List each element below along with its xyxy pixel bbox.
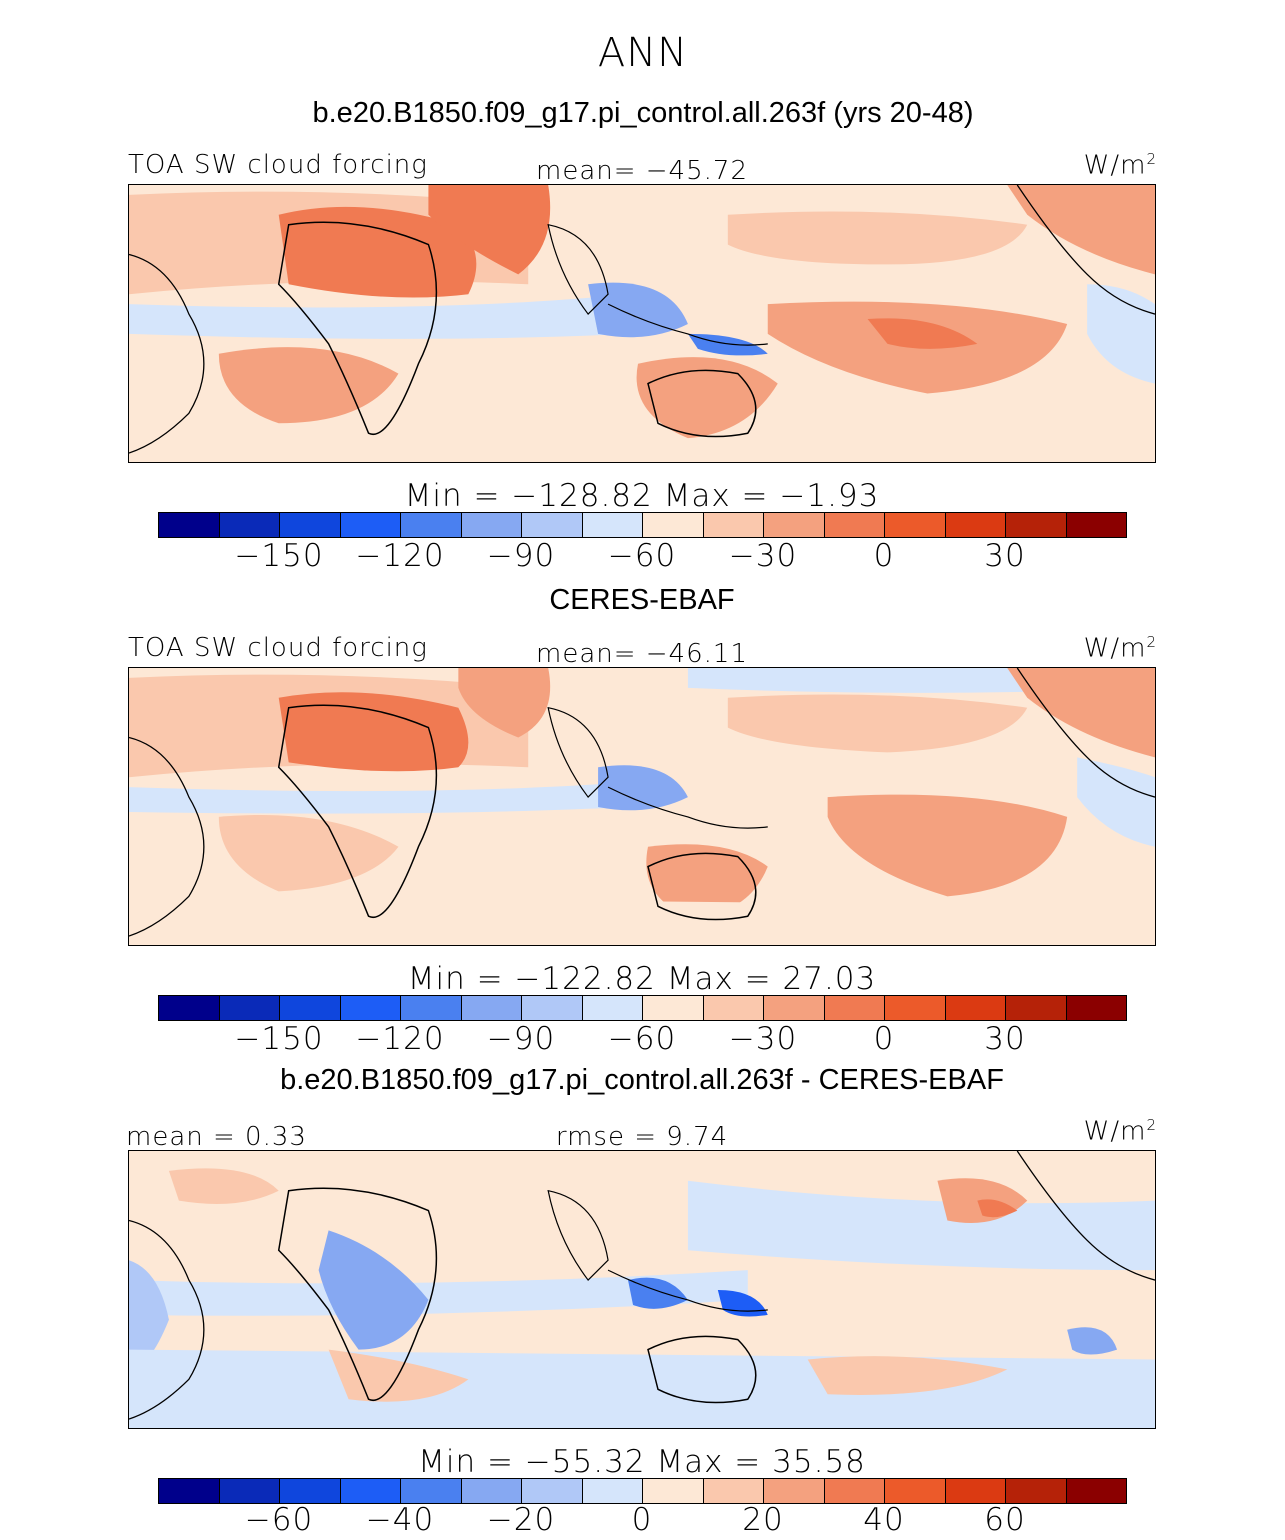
colorbar-cell — [461, 1479, 522, 1503]
colorbar-cell — [885, 1479, 946, 1503]
colorbar-cell — [280, 513, 341, 537]
colorbar-cell — [824, 996, 885, 1020]
colorbar-cell — [1066, 1479, 1126, 1503]
panel-diff-units: W/m2 — [1083, 1116, 1157, 1147]
colorbar-cell — [340, 996, 401, 1020]
colorbar-cell — [703, 513, 764, 537]
colorbar-tick-label: 30 — [984, 1021, 1026, 1057]
colorbar-cell — [643, 996, 704, 1020]
colorbar-cell — [582, 513, 643, 537]
colorbar-tick-label: −120 — [355, 1021, 445, 1057]
panel-obs-heading: CERES-EBAF — [549, 584, 735, 616]
colorbar-cell — [340, 1479, 401, 1503]
panel-diff-mean-label: mean = 0.33 — [126, 1122, 307, 1152]
colorbar-cell — [522, 513, 583, 537]
panel-diff-rmse-label: rmse = 9.74 — [555, 1122, 729, 1152]
colorbar-tick-label: 30 — [984, 538, 1026, 574]
panel-model-units: W/m2 — [1083, 150, 1157, 181]
colorbar-tick-label: −30 — [728, 538, 798, 574]
colorbar-tick-label: −90 — [486, 538, 556, 574]
colorbar-tick-label: −150 — [234, 1021, 324, 1057]
colorbar-cell — [643, 1479, 704, 1503]
colorbar-cell — [1066, 996, 1126, 1020]
colorbar-tick-label: −40 — [365, 1502, 435, 1538]
colorbar-cell — [945, 1479, 1006, 1503]
panel-obs-left-label: TOA SW cloud forcing — [128, 633, 428, 663]
colorbar-tick-label: −150 — [234, 538, 324, 574]
colorbar-cell — [945, 996, 1006, 1020]
colorbar-tick-label: −20 — [486, 1502, 556, 1538]
colorbar-cell — [401, 1479, 462, 1503]
colorbar-cell — [461, 513, 522, 537]
panel-model-minmax: Min = −128.82 Max = −1.93 — [404, 478, 880, 514]
colorbar-cell — [340, 513, 401, 537]
colorbar-cell — [461, 996, 522, 1020]
colorbar-tick-label: 60 — [984, 1502, 1026, 1538]
panel-diff-minmax: Min = −55.32 Max = 35.58 — [418, 1444, 866, 1480]
colorbar-cell — [1066, 513, 1126, 537]
panel-diff-map — [128, 1150, 1156, 1429]
colorbar-tick-label: −60 — [607, 538, 677, 574]
colorbar-cell — [764, 513, 825, 537]
colorbar-cell — [582, 996, 643, 1020]
panel-obs-units: W/m2 — [1083, 633, 1157, 664]
colorbar-cell — [885, 513, 946, 537]
panel-model-mean-label: mean= −45.72 — [535, 156, 749, 186]
colorbar-cell — [219, 996, 280, 1020]
panel-obs-map — [128, 667, 1156, 946]
colorbar-tick-label: −120 — [355, 538, 445, 574]
panel-diff-colorbar — [158, 1478, 1127, 1504]
colorbar-cell — [824, 513, 885, 537]
colorbar-tick-label: 0 — [631, 1502, 653, 1538]
colorbar-tick-label: −60 — [607, 1021, 677, 1057]
colorbar-cell — [1006, 513, 1067, 537]
colorbar-cell — [582, 1479, 643, 1503]
colorbar-cell — [522, 1479, 583, 1503]
panel-obs-mean-label: mean= −46.11 — [535, 639, 749, 669]
colorbar-cell — [703, 1479, 764, 1503]
colorbar-cell — [703, 996, 764, 1020]
colorbar-cell — [1006, 996, 1067, 1020]
colorbar-cell — [401, 513, 462, 537]
colorbar-tick-label: 20 — [742, 1502, 784, 1538]
colorbar-cell — [945, 513, 1006, 537]
colorbar-cell — [280, 996, 341, 1020]
colorbar-cell — [643, 513, 704, 537]
colorbar-cell — [522, 996, 583, 1020]
colorbar-tick-label: −90 — [486, 1021, 556, 1057]
colorbar-cell — [280, 1479, 341, 1503]
panel-model-colorbar — [158, 512, 1127, 538]
panel-obs-minmax: Min = −122.82 Max = 27.03 — [407, 961, 877, 997]
case-title: b.e20.B1850.f09_g17.pi_control.all.263f … — [312, 97, 974, 129]
season-title: ANN — [597, 30, 689, 76]
colorbar-tick-label: −60 — [244, 1502, 314, 1538]
colorbar-cell — [219, 513, 280, 537]
colorbar-cell — [159, 1479, 220, 1503]
colorbar-cell — [764, 1479, 825, 1503]
colorbar-cell — [159, 996, 220, 1020]
colorbar-cell — [401, 996, 462, 1020]
panel-obs-colorbar — [158, 995, 1127, 1021]
panel-diff-heading: b.e20.B1850.f09_g17.pi_control.all.263f … — [280, 1064, 1004, 1096]
colorbar-tick-label: 40 — [863, 1502, 905, 1538]
colorbar-cell — [824, 1479, 885, 1503]
colorbar-cell — [764, 996, 825, 1020]
colorbar-tick-label: −30 — [728, 1021, 798, 1057]
colorbar-tick-label: 0 — [873, 538, 895, 574]
colorbar-cell — [159, 513, 220, 537]
colorbar-tick-label: 0 — [873, 1021, 895, 1057]
colorbar-cell — [885, 996, 946, 1020]
colorbar-cell — [219, 1479, 280, 1503]
panel-model-map — [128, 184, 1156, 463]
panel-model-left-label: TOA SW cloud forcing — [128, 150, 428, 180]
colorbar-cell — [1006, 1479, 1067, 1503]
